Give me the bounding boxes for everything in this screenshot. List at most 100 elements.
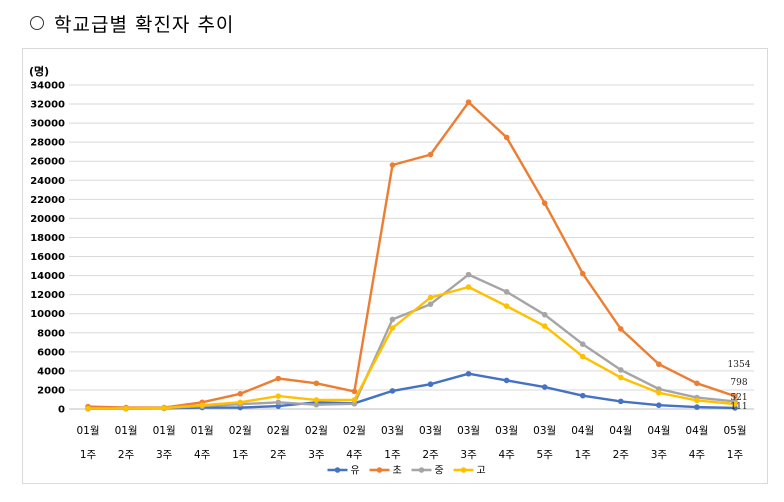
y-tick-label: 6000 <box>37 347 65 358</box>
data-point <box>351 388 358 395</box>
chart-frame: 0 2000 4000 6000 8000 10000 12000 14000 16000 180… <box>22 48 768 484</box>
x-tick-label-month: 03월 <box>419 425 442 437</box>
y-tick-label: 26000 <box>30 157 65 168</box>
x-tick-label-month: 01월 <box>115 425 138 437</box>
data-point <box>85 405 91 412</box>
data-point <box>465 99 472 105</box>
legend-label: 유 <box>351 465 360 477</box>
data-point <box>579 353 586 360</box>
x-tick-label-month: 04월 <box>609 425 632 437</box>
legend-label: 고 <box>477 466 486 477</box>
legend-label: 초 <box>393 465 402 477</box>
section-heading: 학교급별 확진자 추이 <box>30 8 234 38</box>
data-point <box>275 393 282 399</box>
data-point <box>694 404 700 410</box>
x-tick-label-month: 04월 <box>685 425 708 437</box>
data-point <box>427 151 434 158</box>
data-point <box>618 326 624 332</box>
line-chart: 0 2000 4000 6000 8000 10000 12000 14000 16000 180… <box>29 64 754 477</box>
data-point <box>541 200 548 206</box>
data-point <box>275 375 282 382</box>
x-tick-label-week: 3주 <box>308 449 325 461</box>
data-point <box>389 325 396 331</box>
x-tick-label-week: 1주 <box>727 449 744 461</box>
x-tick-label-month: 05월 <box>723 425 746 437</box>
data-point <box>237 390 244 397</box>
data-point <box>199 402 205 408</box>
x-tick-label-month: 02월 <box>305 425 328 437</box>
x-tick-label-week: 3주 <box>460 449 477 461</box>
data-point <box>732 401 738 407</box>
y-axis-unit: (명) <box>29 64 49 78</box>
data-point <box>313 380 320 387</box>
data-point <box>656 390 662 396</box>
y-tick-label: 10000 <box>30 309 65 320</box>
x-tick-label-month: 01월 <box>191 425 214 437</box>
x-tick-label-month: 04월 <box>647 425 670 437</box>
y-tick-label: 2000 <box>37 385 65 396</box>
data-point <box>541 323 548 329</box>
x-tick-label-week: 2주 <box>270 449 287 461</box>
data-point <box>389 316 396 323</box>
x-tick-label-week: 1주 <box>232 449 249 461</box>
data-point <box>618 367 624 373</box>
heading-text: 학교급별 확진자 추이 <box>54 13 235 36</box>
data-point <box>427 381 434 388</box>
data-point <box>161 405 167 411</box>
series-line-유 <box>86 372 737 410</box>
x-tick-label-month: 01월 <box>77 425 100 437</box>
data-point <box>389 388 396 394</box>
data-point <box>465 370 472 377</box>
y-tick-label: 12000 <box>30 290 65 301</box>
x-tick-label-month: 04월 <box>571 425 594 437</box>
data-point <box>313 397 320 403</box>
data-point <box>503 288 510 295</box>
data-point <box>237 399 244 406</box>
x-tick-label-week: 4주 <box>194 449 211 461</box>
data-point <box>694 380 700 387</box>
y-tick-label: 18000 <box>30 233 65 244</box>
x-tick-label-week: 4주 <box>498 449 515 461</box>
data-point <box>541 384 548 390</box>
data-label: 1354 <box>728 360 751 370</box>
x-tick-label-week: 1주 <box>80 449 97 461</box>
data-point <box>656 402 662 408</box>
data-point <box>275 399 282 406</box>
y-tick-label: 32000 <box>30 100 65 111</box>
data-point <box>313 401 320 408</box>
data-point <box>503 303 510 309</box>
x-tick-label-week: 3주 <box>156 449 173 461</box>
data-point <box>123 405 129 412</box>
data-point <box>351 397 358 403</box>
series-line-초 <box>86 101 737 409</box>
data-point <box>656 361 662 368</box>
data-point <box>503 134 510 141</box>
x-tick-label-month: 03월 <box>381 425 404 437</box>
y-tick-label: 30000 <box>30 119 65 130</box>
legend-marker <box>376 467 383 473</box>
legend-label: 중 <box>435 465 444 477</box>
x-tick-label-week: 4주 <box>689 449 706 461</box>
legend-marker <box>334 467 341 473</box>
data-label: 798 <box>730 378 747 388</box>
circle-bullet-icon <box>30 16 44 30</box>
data-label: 111 <box>730 402 747 412</box>
legend-marker <box>418 467 425 473</box>
data-point <box>389 162 396 168</box>
x-tick-label-week: 4주 <box>346 449 363 461</box>
data-point <box>579 392 586 399</box>
data-point <box>503 377 510 384</box>
x-tick-label-week: 3주 <box>651 449 668 461</box>
y-tick-label: 34000 <box>30 81 65 92</box>
x-tick-label-week: 2주 <box>422 449 439 461</box>
y-tick-label: 4000 <box>37 366 65 377</box>
x-tick-label-month: 02월 <box>267 425 290 437</box>
x-tick-label-month: 03월 <box>457 425 480 437</box>
x-tick-label-month: 02월 <box>229 425 252 437</box>
data-point <box>618 398 624 405</box>
y-tick-label: 14000 <box>30 271 65 282</box>
data-label: 521 <box>730 393 747 403</box>
data-point <box>541 311 548 318</box>
x-tick-label-week: 1주 <box>575 449 592 461</box>
data-point <box>732 393 738 399</box>
